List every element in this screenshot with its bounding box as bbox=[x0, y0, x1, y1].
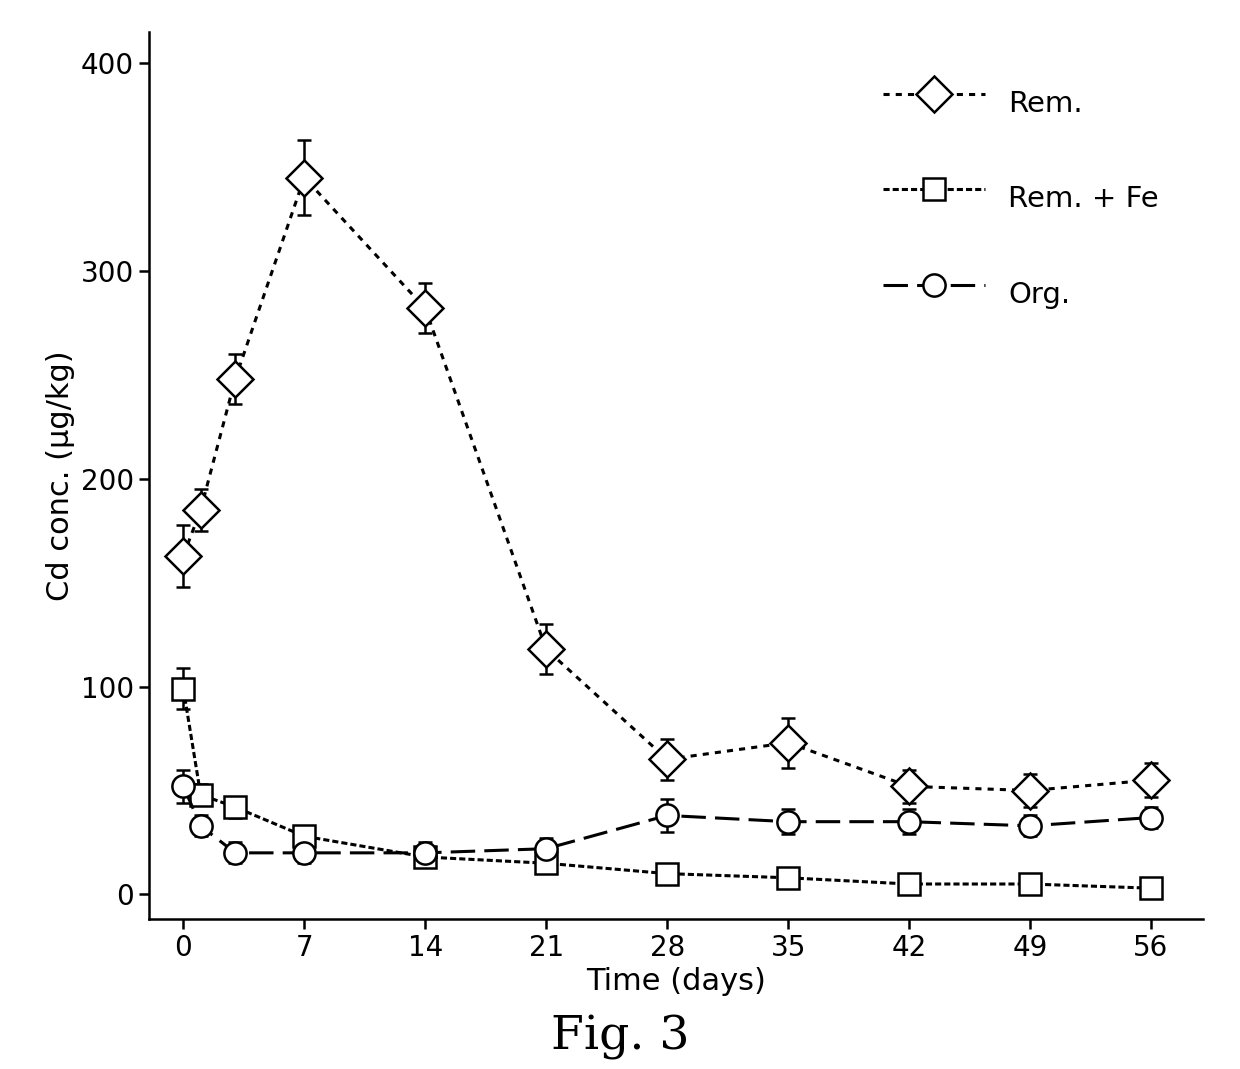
Y-axis label: Cd conc. (μg/kg): Cd conc. (μg/kg) bbox=[46, 351, 76, 601]
Text: Fig. 3: Fig. 3 bbox=[551, 1014, 689, 1059]
X-axis label: Time (days): Time (days) bbox=[585, 967, 766, 996]
Legend: Rem., Rem. + Fe, Org.: Rem., Rem. + Fe, Org. bbox=[854, 47, 1188, 351]
